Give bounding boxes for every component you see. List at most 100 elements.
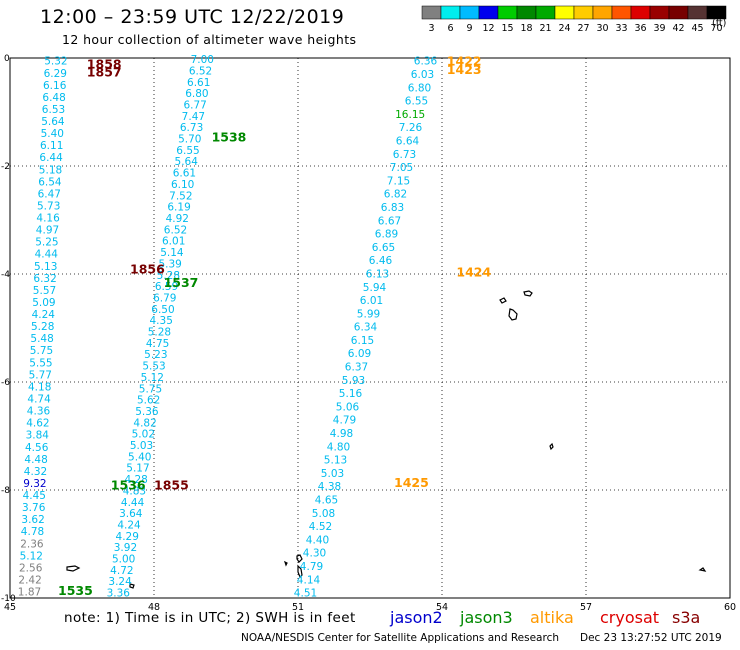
colorbar-swatch — [535, 5, 556, 20]
colorbar-tick-label: 15 — [501, 23, 513, 34]
wave-height-value: 5.99 — [357, 308, 380, 320]
generation-timestamp: Dec 23 13:27:52 UTC 2019 — [580, 632, 722, 644]
wave-height-value: 6.01 — [162, 236, 185, 248]
wave-height-value: 6.73 — [180, 122, 203, 134]
wave-height-value: 9.32 — [23, 478, 46, 490]
wave-height-value: 4.28 — [124, 474, 147, 486]
wave-height-value: 4.74 — [27, 393, 51, 405]
wave-height-value: 5.64 — [175, 156, 199, 168]
island-shape — [66, 565, 81, 572]
wave-height-value: 4.16 — [36, 213, 60, 225]
wave-height-value: 4.35 — [150, 315, 173, 327]
page-title: 12:00 – 23:59 UTC 12/22/2019 — [40, 6, 345, 28]
wave-height-value: 6.47 — [38, 188, 61, 200]
wave-height-value: 4.40 — [306, 534, 329, 546]
colorbar-tick-label: 45 — [691, 23, 703, 34]
wave-height-value: 6.83 — [381, 202, 404, 214]
wave-height-value: 6.52 — [164, 224, 187, 236]
wave-height-value: 4.48 — [24, 454, 47, 466]
wave-height-value: 6.61 — [187, 77, 210, 89]
wave-height-value: 5.53 — [142, 361, 165, 373]
colorbar-units: (ft) — [712, 18, 727, 29]
wave-height-value: 5.57 — [33, 285, 56, 297]
pass-time-label: 1423 — [447, 62, 482, 77]
wave-height-value: 5.03 — [321, 468, 344, 480]
wave-height-value: 4.62 — [26, 418, 49, 430]
y-tick-label: -10 — [1, 594, 16, 604]
wave-height-value: 5.28 — [157, 270, 180, 282]
colorbar-tick-label: 9 — [466, 23, 472, 34]
wave-height-value: 4.80 — [327, 441, 350, 453]
wave-height-value: 6.01 — [360, 295, 383, 307]
wave-height-value: 3.24 — [108, 576, 132, 588]
wave-height-value: 5.13 — [324, 455, 347, 467]
colorbar-tick-label: 42 — [672, 23, 684, 34]
colorbar-tick-label: 21 — [539, 23, 551, 34]
colorbar-tick-label: 6 — [447, 23, 453, 34]
pass-time-label: 1422 — [447, 54, 482, 69]
wave-height-value: 5.48 — [30, 333, 53, 345]
wave-height-value: 5.94 — [363, 282, 387, 294]
wave-height-value: 1.87 — [18, 587, 41, 599]
wave-height-value: 2.56 — [19, 562, 43, 574]
wave-height-value: 4.32 — [24, 466, 47, 478]
footnote: note: 1) Time is in UTC; 2) SWH is in fe… — [64, 610, 356, 626]
wave-height-value: 5.13 — [34, 261, 57, 273]
colorbar-swatch — [687, 5, 708, 20]
wave-height-value: 4.65 — [315, 495, 338, 507]
colorbar-swatch — [497, 5, 518, 20]
pass-time-label: 1535 — [58, 583, 93, 598]
legend-s3a: s3a — [672, 608, 701, 627]
colorbar-tick-label: 30 — [596, 23, 608, 34]
wave-height-value: 4.72 — [110, 565, 133, 577]
wave-height-value: 6.53 — [42, 104, 65, 116]
pass-time-label: 1425 — [394, 475, 429, 490]
colorbar-tick-label: 27 — [577, 23, 589, 34]
pass-time-label: 1536 — [111, 478, 146, 493]
wave-height-value: 5.40 — [128, 451, 151, 463]
wave-height-value: 5.17 — [126, 463, 149, 475]
wave-height-value: 5.32 — [44, 56, 67, 68]
x-tick-label: 60 — [724, 602, 736, 613]
wave-height-value: 6.15 — [351, 335, 374, 347]
wave-height-value: 5.40 — [41, 128, 64, 140]
wave-height-value: 6.46 — [369, 255, 393, 267]
page-subtitle: 12 hour collection of altimeter wave hei… — [62, 32, 357, 47]
wave-height-value: 6.09 — [348, 348, 371, 360]
wave-height-value: 4.52 — [309, 521, 332, 533]
island-shape — [523, 290, 533, 297]
wave-height-value: 2.36 — [20, 538, 44, 550]
wave-height-value: 5.55 — [29, 357, 52, 369]
x-tick-label: 48 — [148, 602, 160, 613]
wave-height-value: 6.80 — [408, 82, 431, 94]
wave-height-value: 5.06 — [336, 401, 360, 413]
x-tick-label: 51 — [292, 602, 304, 613]
colorbar-swatch — [516, 5, 537, 20]
wave-height-value: 4.56 — [25, 442, 49, 454]
legend-jason2: jason2 — [390, 608, 443, 627]
colorbar-tick-label: 70 — [710, 23, 722, 34]
wave-height-value: 5.36 — [135, 406, 159, 418]
wave-height-value: 5.14 — [160, 247, 184, 259]
wave-height-value: 3.36 — [107, 588, 131, 600]
island-shape — [296, 554, 303, 563]
wave-height-value: 7.15 — [387, 175, 410, 187]
wave-height-value: 5.75 — [139, 383, 162, 395]
wave-height-value: 5.12 — [141, 372, 164, 384]
island-shape — [499, 297, 507, 304]
island-shape — [698, 567, 707, 572]
colorbar-tick-label: 24 — [558, 23, 570, 34]
wave-height-value: 5.28 — [31, 321, 54, 333]
island-shape — [129, 583, 135, 589]
y-tick-label: -4 — [1, 270, 10, 280]
wave-height-value: 5.70 — [178, 134, 201, 146]
y-tick-label: -2 — [1, 162, 10, 172]
wave-height-value: 6.67 — [378, 215, 401, 227]
wave-height-value: 3.92 — [114, 542, 137, 554]
wave-height-value: 5.23 — [144, 349, 167, 361]
y-tick-label: 0 — [4, 54, 10, 64]
wave-height-value: 16.15 — [395, 109, 425, 121]
wave-height-value: 6.29 — [44, 68, 67, 80]
wave-height-value: 6.32 — [33, 273, 56, 285]
